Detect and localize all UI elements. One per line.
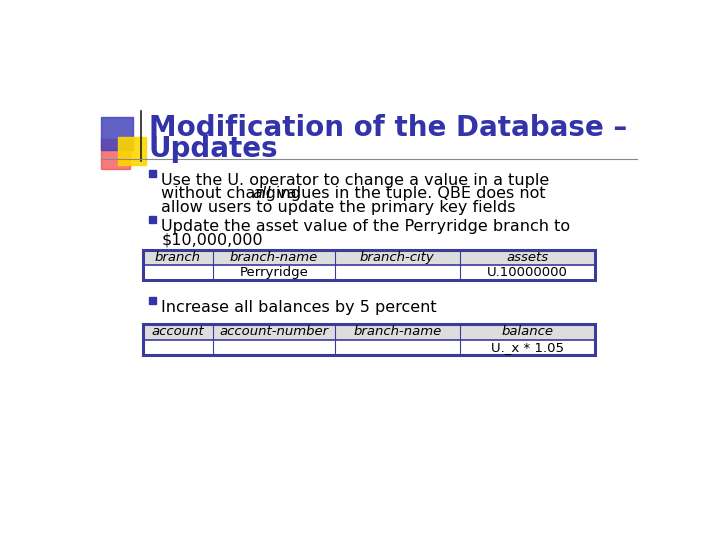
Text: Update the asset value of the Perryridge branch to: Update the asset value of the Perryridge… [161, 219, 570, 234]
Bar [101, 139, 130, 168]
Bar [143, 249, 595, 265]
Bar [149, 298, 156, 304]
Text: U.10000000: U.10000000 [487, 266, 568, 279]
Bar [143, 325, 595, 340]
Text: branch: branch [155, 251, 201, 264]
Text: without changing: without changing [161, 186, 306, 201]
Text: $10,000,000: $10,000,000 [161, 233, 263, 248]
Text: branch-name: branch-name [354, 326, 441, 339]
Text: all: all [253, 186, 271, 201]
Bar [149, 217, 156, 224]
Text: Use the U. operator to change a value in a tuple: Use the U. operator to change a value in… [161, 173, 549, 187]
Text: allow users to update the primary key fields: allow users to update the primary key fi… [161, 200, 516, 215]
Text: Increase all balances by 5 percent: Increase all balances by 5 percent [161, 300, 437, 315]
Bar [101, 117, 133, 150]
Text: Perryridge: Perryridge [240, 266, 308, 279]
Text: account: account [151, 326, 204, 339]
Text: branch-city: branch-city [360, 251, 435, 264]
Text: U._x * 1.05: U._x * 1.05 [491, 341, 564, 354]
Bar [143, 340, 595, 355]
Text: Modification of the Database –: Modification of the Database – [149, 114, 627, 142]
Bar [143, 265, 595, 280]
Bar [149, 170, 156, 177]
Text: account-number: account-number [220, 326, 328, 339]
Text: Updates: Updates [149, 135, 279, 163]
Bar [143, 249, 595, 280]
Bar [143, 325, 595, 355]
Bar [118, 137, 145, 165]
Text: balance: balance [501, 326, 554, 339]
Text: branch-name: branch-name [230, 251, 318, 264]
Text: assets: assets [506, 251, 549, 264]
Text: values in the tuple. QBE does not: values in the tuple. QBE does not [267, 186, 546, 201]
